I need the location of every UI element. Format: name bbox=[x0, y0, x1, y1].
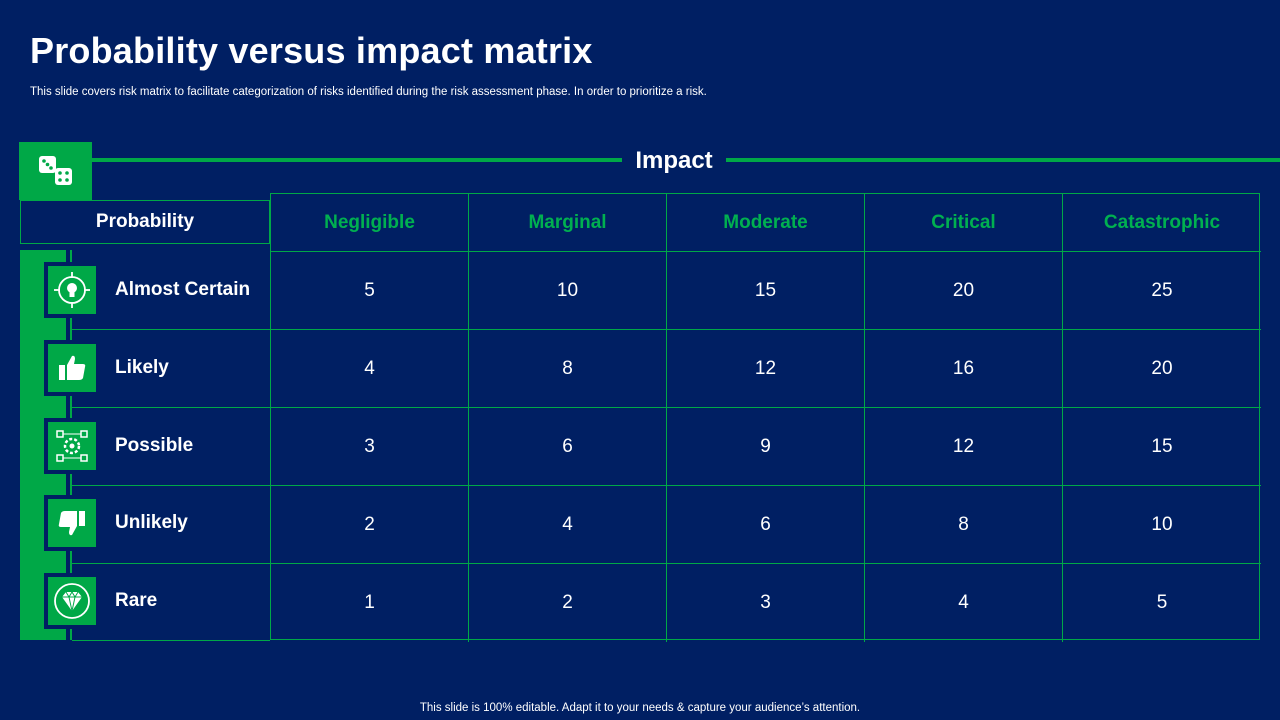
impact-line-left bbox=[92, 158, 622, 162]
impact-column-header: Negligible bbox=[271, 194, 469, 252]
row-label-text: Rare bbox=[115, 590, 158, 611]
diamond-icon bbox=[54, 583, 90, 619]
row-divider bbox=[72, 407, 270, 408]
impact-column-header: Catastrophic bbox=[1063, 194, 1261, 252]
row-divider bbox=[72, 485, 270, 486]
impact-column-header: Marginal bbox=[469, 194, 667, 252]
matrix-cell: 2 bbox=[469, 564, 667, 642]
matrix-cell: 5 bbox=[1156, 592, 1168, 613]
slide-footer: This slide is 100% editable. Adapt it to… bbox=[419, 702, 861, 714]
icon-box bbox=[44, 495, 100, 551]
target-bulb-icon bbox=[54, 272, 90, 308]
thumbs-down-icon bbox=[58, 511, 85, 536]
row-label-likely: Likely bbox=[44, 336, 270, 400]
impact-column-header: Critical bbox=[865, 194, 1063, 252]
matrix-cell: 4 bbox=[469, 486, 667, 564]
icon-box bbox=[44, 262, 100, 318]
row-label-unlikely: Unlikely bbox=[44, 491, 270, 555]
matrix-cell: 5 bbox=[271, 252, 469, 330]
matrix-cell: 10 bbox=[1063, 486, 1261, 564]
matrix-cell: 12 bbox=[865, 408, 1063, 486]
matrix-cell: 3 bbox=[271, 408, 469, 486]
row-label-almost-certain: Almost Certain bbox=[44, 258, 270, 322]
row-label-rare: Rare bbox=[44, 569, 270, 633]
matrix-cell: 16 bbox=[865, 330, 1063, 408]
matrix-cell: 3 bbox=[667, 564, 865, 642]
matrix-cell: 12 bbox=[667, 330, 865, 408]
matrix-cell: 15 bbox=[1063, 408, 1261, 486]
impact-column-header: Moderate bbox=[667, 194, 865, 252]
row-divider bbox=[72, 640, 270, 641]
matrix-cell: 6 bbox=[469, 408, 667, 486]
row-label-text: Possible bbox=[115, 435, 194, 456]
impact-line-right bbox=[726, 158, 1280, 162]
matrix-cell: 25 bbox=[1063, 252, 1261, 330]
dice-icon-box bbox=[19, 142, 92, 200]
row-divider bbox=[72, 563, 270, 564]
impact-matrix: Negligible Marginal Moderate Critical Ca… bbox=[270, 193, 1261, 642]
matrix-cell: 20 bbox=[865, 252, 1063, 330]
row-label-text: Likely bbox=[115, 357, 169, 378]
matrix-cell: 9 bbox=[667, 408, 865, 486]
matrix-cell: 6 bbox=[667, 486, 865, 564]
row-divider bbox=[72, 329, 270, 330]
matrix-cell: 4 bbox=[271, 330, 469, 408]
slide-subtitle: This slide covers risk matrix to facilit… bbox=[30, 86, 707, 98]
impact-label: Impact bbox=[635, 147, 713, 174]
matrix-cell: 15 bbox=[667, 252, 865, 330]
network-gear-icon bbox=[56, 430, 88, 462]
icon-box bbox=[44, 418, 100, 474]
row-label-text: Almost Certain bbox=[115, 279, 251, 300]
icon-box bbox=[44, 340, 100, 396]
icon-box bbox=[44, 573, 100, 629]
matrix-cell: 20 bbox=[1063, 330, 1261, 408]
slide-title: Probability versus impact matrix bbox=[30, 30, 593, 71]
matrix-cell: 10 bbox=[469, 252, 667, 330]
matrix-cell: 8 bbox=[469, 330, 667, 408]
matrix-cell: 8 bbox=[865, 486, 1063, 564]
probability-header: Probability bbox=[20, 200, 270, 244]
matrix-cell: 1 bbox=[271, 564, 469, 642]
matrix-cell: 2 bbox=[271, 486, 469, 564]
matrix-cell: 4 bbox=[865, 564, 1063, 642]
dice-icon bbox=[38, 156, 72, 185]
row-label-text: Unlikely bbox=[115, 512, 188, 533]
row-label-possible: Possible bbox=[44, 414, 270, 478]
thumbs-up-icon bbox=[59, 355, 86, 380]
